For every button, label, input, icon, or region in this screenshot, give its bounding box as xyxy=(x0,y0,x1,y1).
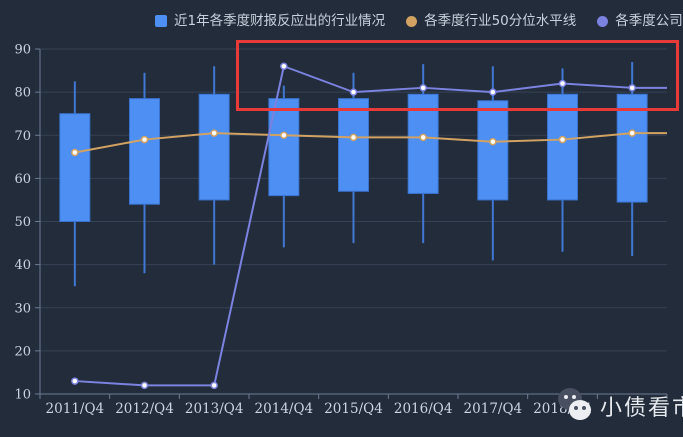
legend-item-median-line[interactable]: 各季度行业50分位水平线 xyxy=(406,12,576,30)
chart-legend: 近1年各季度财报反应出的行业情况 各季度行业50分位水平线 各季度公司数值 xyxy=(155,12,683,30)
y-tick-label: 70 xyxy=(14,129,31,144)
legend-label: 各季度公司数值 xyxy=(615,13,683,29)
data-point-dot[interactable] xyxy=(71,377,79,385)
data-point-dot[interactable] xyxy=(280,131,288,139)
candle-body[interactable] xyxy=(477,100,509,201)
x-tick-label: 2017/Q4 xyxy=(464,401,523,417)
x-tick-label: 2012/Q4 xyxy=(115,401,174,417)
y-tick-label: 40 xyxy=(14,258,31,273)
data-point-dot[interactable] xyxy=(349,88,358,96)
candle-body[interactable] xyxy=(59,113,91,222)
candle-body[interactable] xyxy=(338,98,369,192)
y-tick-label: 30 xyxy=(14,301,31,316)
median-line-series xyxy=(74,132,667,154)
x-tick-label: 2013/Q4 xyxy=(185,401,244,417)
data-point-dot[interactable] xyxy=(419,84,427,92)
data-point-dot[interactable] xyxy=(558,135,567,144)
data-point-dot[interactable] xyxy=(489,137,497,146)
y-tick-label: 20 xyxy=(14,344,31,359)
data-point-dot[interactable] xyxy=(349,133,358,142)
company-line-series xyxy=(74,65,667,387)
candle-body[interactable] xyxy=(129,98,160,205)
x-tick-label: 2011/Q4 xyxy=(46,401,105,417)
data-point-dot[interactable] xyxy=(489,88,497,96)
y-tick-label: 50 xyxy=(14,215,31,230)
candle-body[interactable] xyxy=(198,93,230,201)
wechat-bubble-small xyxy=(569,400,591,420)
company-series-marker xyxy=(597,15,609,27)
legend-item-industry-range[interactable]: 近1年各季度财报反应出的行业情况 xyxy=(155,12,385,30)
candle-body[interactable] xyxy=(616,93,648,203)
x-tick-label: 2016/Q4 xyxy=(394,401,453,417)
data-point-dot[interactable] xyxy=(280,62,288,70)
wechat-icon xyxy=(556,387,594,425)
data-point-dot[interactable] xyxy=(628,84,636,92)
median-series-marker xyxy=(406,15,418,27)
candle-body[interactable] xyxy=(407,93,439,194)
y-tick-label: 60 xyxy=(14,172,31,187)
data-point-dot[interactable] xyxy=(210,129,218,137)
y-tick-label: 10 xyxy=(14,388,31,403)
y-tick-label: 80 xyxy=(14,86,31,101)
candle-body[interactable] xyxy=(547,93,578,201)
data-point-dot[interactable] xyxy=(140,381,149,390)
data-point-dot[interactable] xyxy=(140,135,149,144)
watermark: 小债看市 xyxy=(556,387,683,425)
x-tick-label: 2015/Q4 xyxy=(324,401,383,417)
watermark-text: 小债看市 xyxy=(600,396,683,421)
data-point-dot[interactable] xyxy=(628,129,636,137)
data-point-dot[interactable] xyxy=(419,133,427,142)
legend-item-company-line[interactable]: 各季度公司数值 xyxy=(597,12,683,30)
candlestick-series-marker xyxy=(155,15,167,27)
x-tick-label: 2014/Q4 xyxy=(255,401,314,417)
legend-label: 近1年各季度财报反应出的行业情况 xyxy=(174,13,386,29)
data-point-dot[interactable] xyxy=(71,148,79,157)
y-tick-label: 90 xyxy=(14,43,31,58)
legend-label: 各季度行业50分位水平线 xyxy=(424,13,577,29)
data-point-dot[interactable] xyxy=(558,79,567,88)
data-point-dot[interactable] xyxy=(210,381,218,390)
